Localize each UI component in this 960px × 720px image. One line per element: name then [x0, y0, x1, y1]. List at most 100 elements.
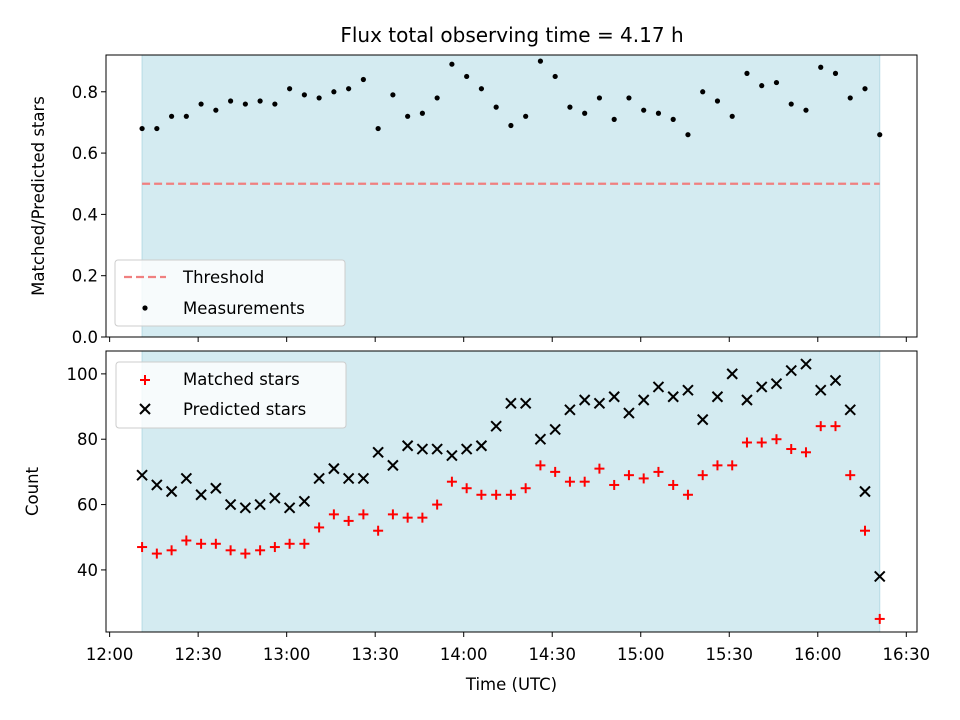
- cross-b: [682, 384, 694, 396]
- measurement-point: [228, 98, 234, 104]
- cross-b: [815, 384, 827, 396]
- measurement-point: [464, 73, 470, 80]
- predicted-stars-point: [608, 391, 620, 403]
- top-legend-box: [114, 259, 346, 327]
- matched-stars-point: [461, 483, 472, 494]
- matched-stars-point: [579, 476, 590, 487]
- chart-title: Flux total observing time = 4.17 h: [340, 23, 683, 47]
- legend-predicted-swatch: [139, 403, 151, 415]
- cross-b: [711, 391, 724, 403]
- matched-stars-point: [845, 470, 856, 481]
- matched-stars-point: [151, 548, 162, 559]
- cross-b: [401, 440, 414, 452]
- predicted-stars-point: [298, 495, 311, 508]
- top-y-axis: 0.0 0.2 0.4 0.6 0.8: [72, 83, 106, 347]
- predicted-stars-point: [741, 394, 753, 406]
- measurement-point: [434, 95, 440, 101]
- predicted-stars-point: [446, 449, 458, 462]
- predicted-stars-point: [283, 502, 296, 514]
- measurement-point: [582, 110, 588, 116]
- measurement-point: [670, 116, 676, 122]
- matched-stars-point: [446, 476, 457, 487]
- predicted-stars-point: [667, 391, 679, 403]
- cross-b: [387, 459, 399, 472]
- matched-stars-point: [417, 512, 428, 523]
- cross-b: [667, 391, 679, 403]
- cross-b: [328, 462, 340, 475]
- predicted-stars-point: [829, 374, 842, 387]
- measurement-point: [154, 125, 160, 132]
- y-tick-label: 0.0: [72, 328, 98, 347]
- matched-stars-point: [314, 522, 325, 533]
- measurement-point: [346, 86, 352, 92]
- bottom-panel: 40 60 80 100 12:00 12:30 13:00 13:30 14:00 14:30…: [23, 350, 930, 694]
- x-tick-label: 13:30: [351, 645, 399, 664]
- y-tick-label: 0.2: [72, 267, 98, 286]
- measurement-point: [272, 101, 278, 107]
- legend-matched-label: Matched stars: [183, 370, 300, 389]
- matched-stars-point: [535, 460, 546, 471]
- matched-stars-point: [181, 535, 192, 546]
- legend-predicted-label: Predicted stars: [183, 400, 306, 419]
- measurement-point: [198, 101, 204, 107]
- x-tick-label: 13:00: [263, 645, 311, 664]
- bottom-legend-box: [115, 361, 347, 429]
- matched-stars-point: [594, 463, 605, 474]
- bottom-plot-marks: [136, 358, 886, 624]
- matched-stars-point: [432, 499, 443, 510]
- measurement-point: [390, 92, 396, 98]
- cross-b: [180, 472, 193, 485]
- cross-b: [416, 443, 429, 455]
- measurement-point: [567, 104, 573, 110]
- x-tick-label: 15:30: [705, 645, 753, 664]
- cross-b: [844, 404, 856, 416]
- top-axes-frame: [105, 54, 918, 338]
- predicted-stars-point: [800, 358, 812, 370]
- measurement-point: [773, 79, 780, 86]
- matched-stars-point: [343, 515, 354, 526]
- measurement-point: [360, 76, 366, 83]
- matched-stars-point: [786, 444, 797, 455]
- measurement-point: [803, 107, 809, 113]
- measurement-point: [596, 95, 603, 101]
- predicted-stars-point: [637, 394, 650, 406]
- cross-b: [298, 495, 311, 508]
- cross-b: [224, 498, 237, 511]
- predicted-stars-point: [505, 397, 517, 409]
- cross-b: [785, 364, 797, 377]
- matched-stars-point: [328, 509, 339, 520]
- measurement-point: [552, 73, 558, 80]
- cross-b: [756, 381, 768, 393]
- predicted-stars-point: [254, 498, 266, 511]
- predicted-stars-point: [770, 377, 783, 390]
- predicted-stars-point: [357, 472, 370, 485]
- predicted-stars-point: [652, 381, 665, 393]
- matched-stars-point: [166, 545, 177, 556]
- cross-b: [460, 443, 473, 455]
- bottom-legend: Matched stars Predicted stars: [115, 361, 347, 429]
- predicted-stars-point: [682, 384, 694, 396]
- matched-stars-point: [830, 421, 841, 432]
- predicted-stars-point: [224, 498, 237, 511]
- cross-b: [859, 485, 871, 498]
- predicted-stars-point: [549, 423, 561, 436]
- cross-b: [195, 489, 207, 501]
- measurement-point: [405, 113, 411, 119]
- predicted-stars-point: [534, 433, 547, 445]
- bottom-x-axis: 12:00 12:30 13:00 13:30 14:00 14:30 15:00 15:30…: [86, 632, 930, 664]
- measurement-point: [287, 86, 293, 92]
- matched-stars-point: [505, 489, 516, 500]
- top-panel: 0.00.20.40.60.8 Matched/Predicted stars …: [29, 54, 918, 347]
- cross-b: [652, 381, 665, 393]
- cross-b: [696, 413, 709, 426]
- measurement-point: [168, 113, 175, 119]
- predicted-stars-point: [416, 443, 429, 455]
- top-legend: Threshold Measurements: [114, 259, 346, 327]
- cross-b: [564, 404, 576, 416]
- cross-b: [165, 485, 178, 498]
- predicted-stars-point: [711, 391, 724, 403]
- y-tick-label: 0.8: [72, 83, 98, 102]
- x-tick-label: 14:00: [440, 645, 488, 664]
- matched-stars-point: [255, 545, 266, 556]
- predicted-stars-point: [578, 394, 591, 406]
